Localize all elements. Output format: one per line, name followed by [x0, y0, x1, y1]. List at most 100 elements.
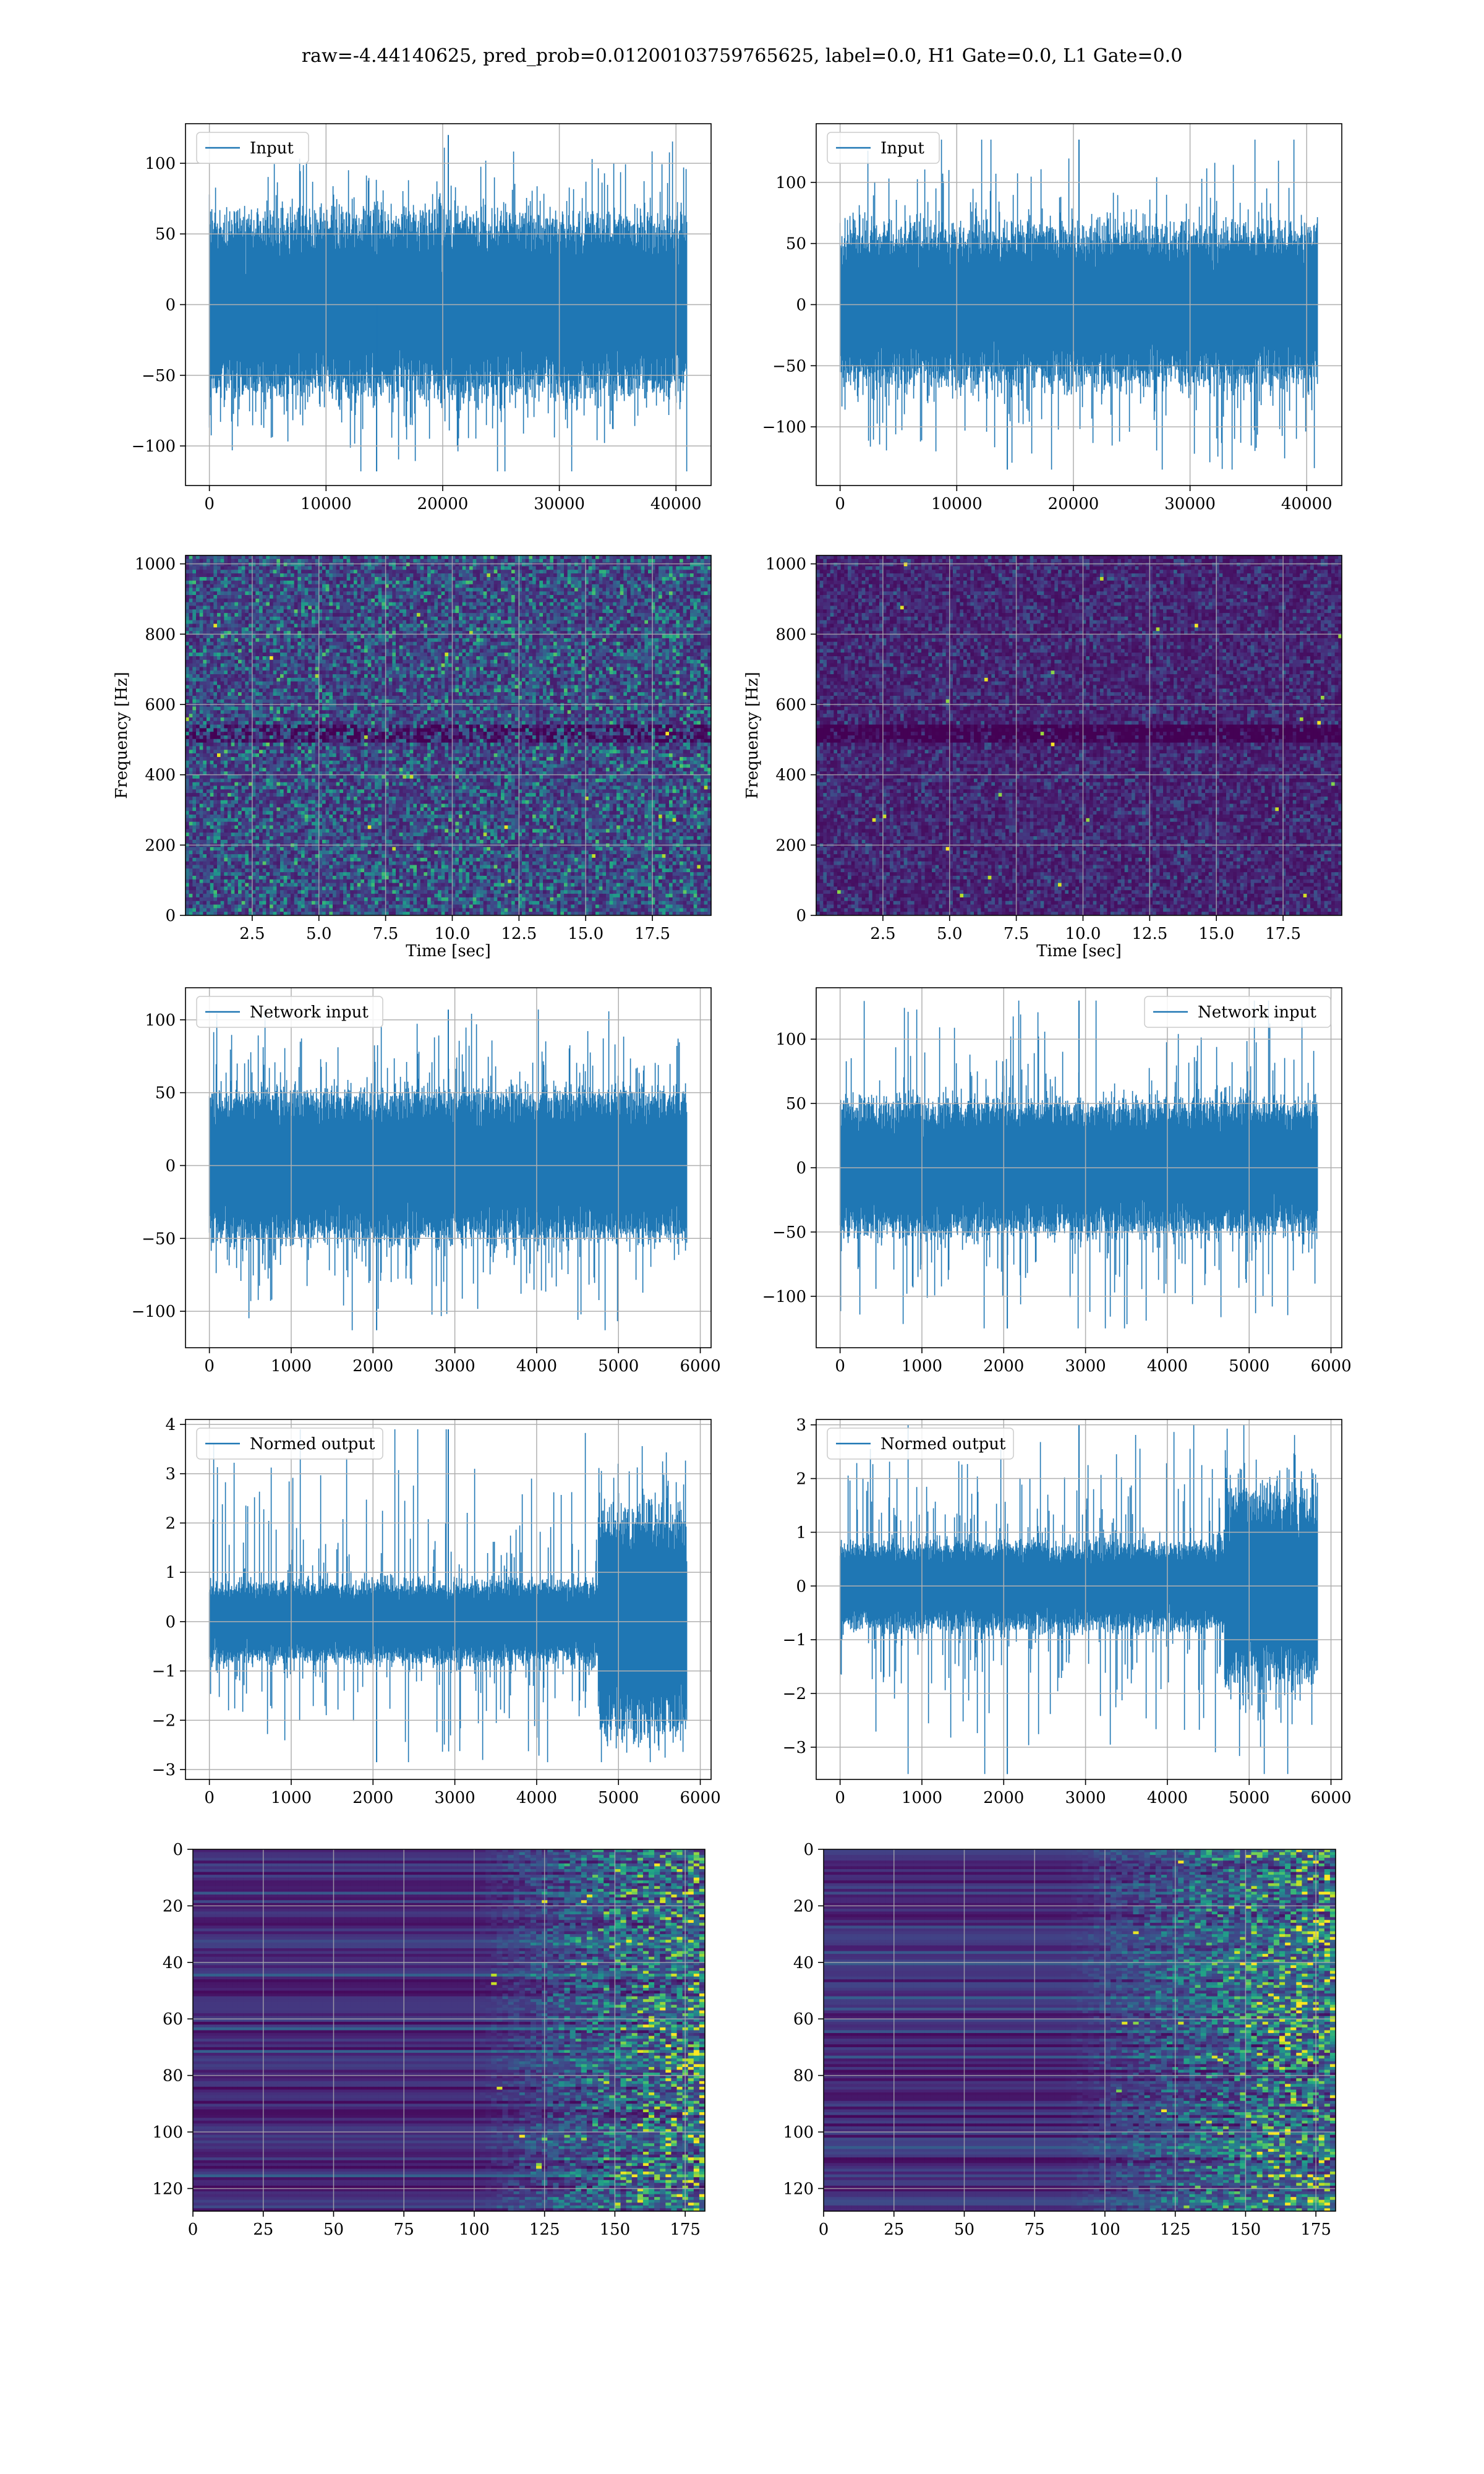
spectrogram-cell: [325, 584, 330, 588]
spectrogram-cell: [409, 584, 414, 588]
spectrogram-cell: [592, 566, 596, 570]
spectrogram-cell: [627, 566, 631, 570]
spectrogram-cell: [472, 653, 477, 657]
spectrogram-cell: [427, 559, 432, 563]
spectrogram-cell: [556, 584, 561, 588]
spectrogram-cell: [690, 576, 694, 581]
spectrogram-cell: [238, 653, 242, 657]
spectrogram-cell: [382, 576, 386, 581]
spectrogram-cell: [672, 570, 676, 574]
spectrogram-cell: [553, 627, 558, 631]
spectrogram-cell: [472, 598, 477, 603]
spectrogram-cell: [501, 620, 505, 625]
spectrogram-cell: [403, 606, 407, 610]
spectrogram-cell: [659, 616, 663, 621]
spectrogram-cell: [508, 620, 512, 625]
spectrogram-cell: [367, 623, 372, 628]
spectrogram-cell: [245, 627, 249, 631]
spectrogram-cell: [318, 645, 323, 649]
spectrogram-cell: [459, 580, 463, 585]
spectrogram-cell: [375, 598, 379, 603]
spectrogram-cell: [354, 602, 358, 607]
spectrogram-cell: [602, 653, 607, 657]
spectrogram-cell: [378, 667, 382, 671]
spectrogram-cell: [704, 591, 708, 596]
spectrogram-cell: [683, 555, 687, 560]
spectrogram-cell: [634, 631, 638, 635]
spectrogram-cell: [543, 606, 547, 610]
spectrogram-cell: [406, 638, 411, 643]
spectrogram-cell: [360, 649, 365, 653]
spectrogram-cell: [448, 645, 453, 649]
spectrogram-cell: [665, 635, 670, 639]
spectrogram-cell: [217, 588, 221, 592]
spectrogram-cell: [578, 627, 582, 631]
spectrogram-cell: [659, 580, 663, 585]
spectrogram-cell: [318, 620, 323, 625]
spectrogram-cell: [388, 573, 393, 578]
spectrogram-cell: [585, 638, 589, 643]
y-tick-label: 50: [786, 235, 806, 254]
spectrogram-cell: [697, 663, 701, 668]
spectrogram-cell: [213, 566, 218, 570]
spectrogram-cell: [522, 562, 526, 567]
spectrogram-cell: [354, 656, 358, 661]
spectrogram-cell: [455, 580, 459, 585]
spectrogram-cell: [396, 653, 400, 657]
spectrogram-cell: [445, 663, 449, 668]
spectrogram-cell: [445, 659, 449, 664]
spectrogram-cell: [333, 591, 337, 596]
spectrogram-cell: [283, 598, 288, 603]
spectrogram-cell: [434, 606, 438, 610]
spectrogram-cell: [367, 598, 372, 603]
spectrogram-cell: [301, 627, 305, 631]
spectrogram-cell: [451, 613, 456, 617]
spectrogram-cell: [680, 602, 684, 607]
spectrogram-cell: [199, 649, 203, 653]
spectrogram-cell: [522, 570, 526, 574]
spectrogram-cell: [434, 649, 438, 653]
spectrogram-cell: [707, 576, 711, 581]
spectrogram-cell: [539, 606, 544, 610]
spectrogram-cell: [367, 656, 372, 661]
spectrogram-cell: [588, 613, 592, 617]
spectrogram-cell: [462, 616, 466, 621]
spectrogram-cell: [662, 595, 666, 599]
spectrogram-cell: [514, 570, 519, 574]
spectrogram-cell: [581, 631, 586, 635]
spectrogram-cell: [262, 573, 267, 578]
spectrogram-cell: [630, 606, 634, 610]
spectrogram-cell: [371, 623, 375, 628]
spectrogram-cell: [508, 570, 512, 574]
spectrogram-cell: [476, 598, 480, 603]
spectrogram-cell: [459, 659, 463, 664]
spectrogram-cell: [234, 591, 239, 596]
spectrogram-cell: [403, 631, 407, 635]
spectrogram-cell: [630, 576, 634, 581]
spectrogram-cell: [672, 620, 676, 625]
spectrogram-cell: [427, 620, 432, 625]
spectrogram-cell: [207, 566, 211, 570]
spectrogram-cell: [228, 562, 232, 567]
spectrogram-cell: [480, 573, 484, 578]
spectrogram-cell: [522, 645, 526, 649]
spectrogram-cell: [620, 649, 624, 653]
spectrogram-cell: [514, 627, 519, 631]
spectrogram-cell: [312, 641, 316, 646]
spectrogram-cell: [665, 623, 670, 628]
spectrogram-cell: [704, 584, 708, 588]
spectrogram-cell: [189, 667, 193, 671]
spectrogram-cell: [497, 670, 501, 675]
spectrogram-cell: [448, 591, 453, 596]
spectrogram-cell: [315, 635, 319, 639]
spectrogram-cell: [287, 573, 291, 578]
spectrogram-cell: [662, 573, 666, 578]
spectrogram-cell: [651, 638, 655, 643]
spectrogram-cell: [413, 609, 417, 614]
spectrogram-cell: [672, 580, 676, 585]
spectrogram-cell: [283, 566, 288, 570]
spectrogram-cell: [312, 627, 316, 631]
spectrogram-cell: [609, 598, 613, 603]
spectrogram-cell: [312, 562, 316, 567]
spectrogram-cell: [574, 595, 579, 599]
